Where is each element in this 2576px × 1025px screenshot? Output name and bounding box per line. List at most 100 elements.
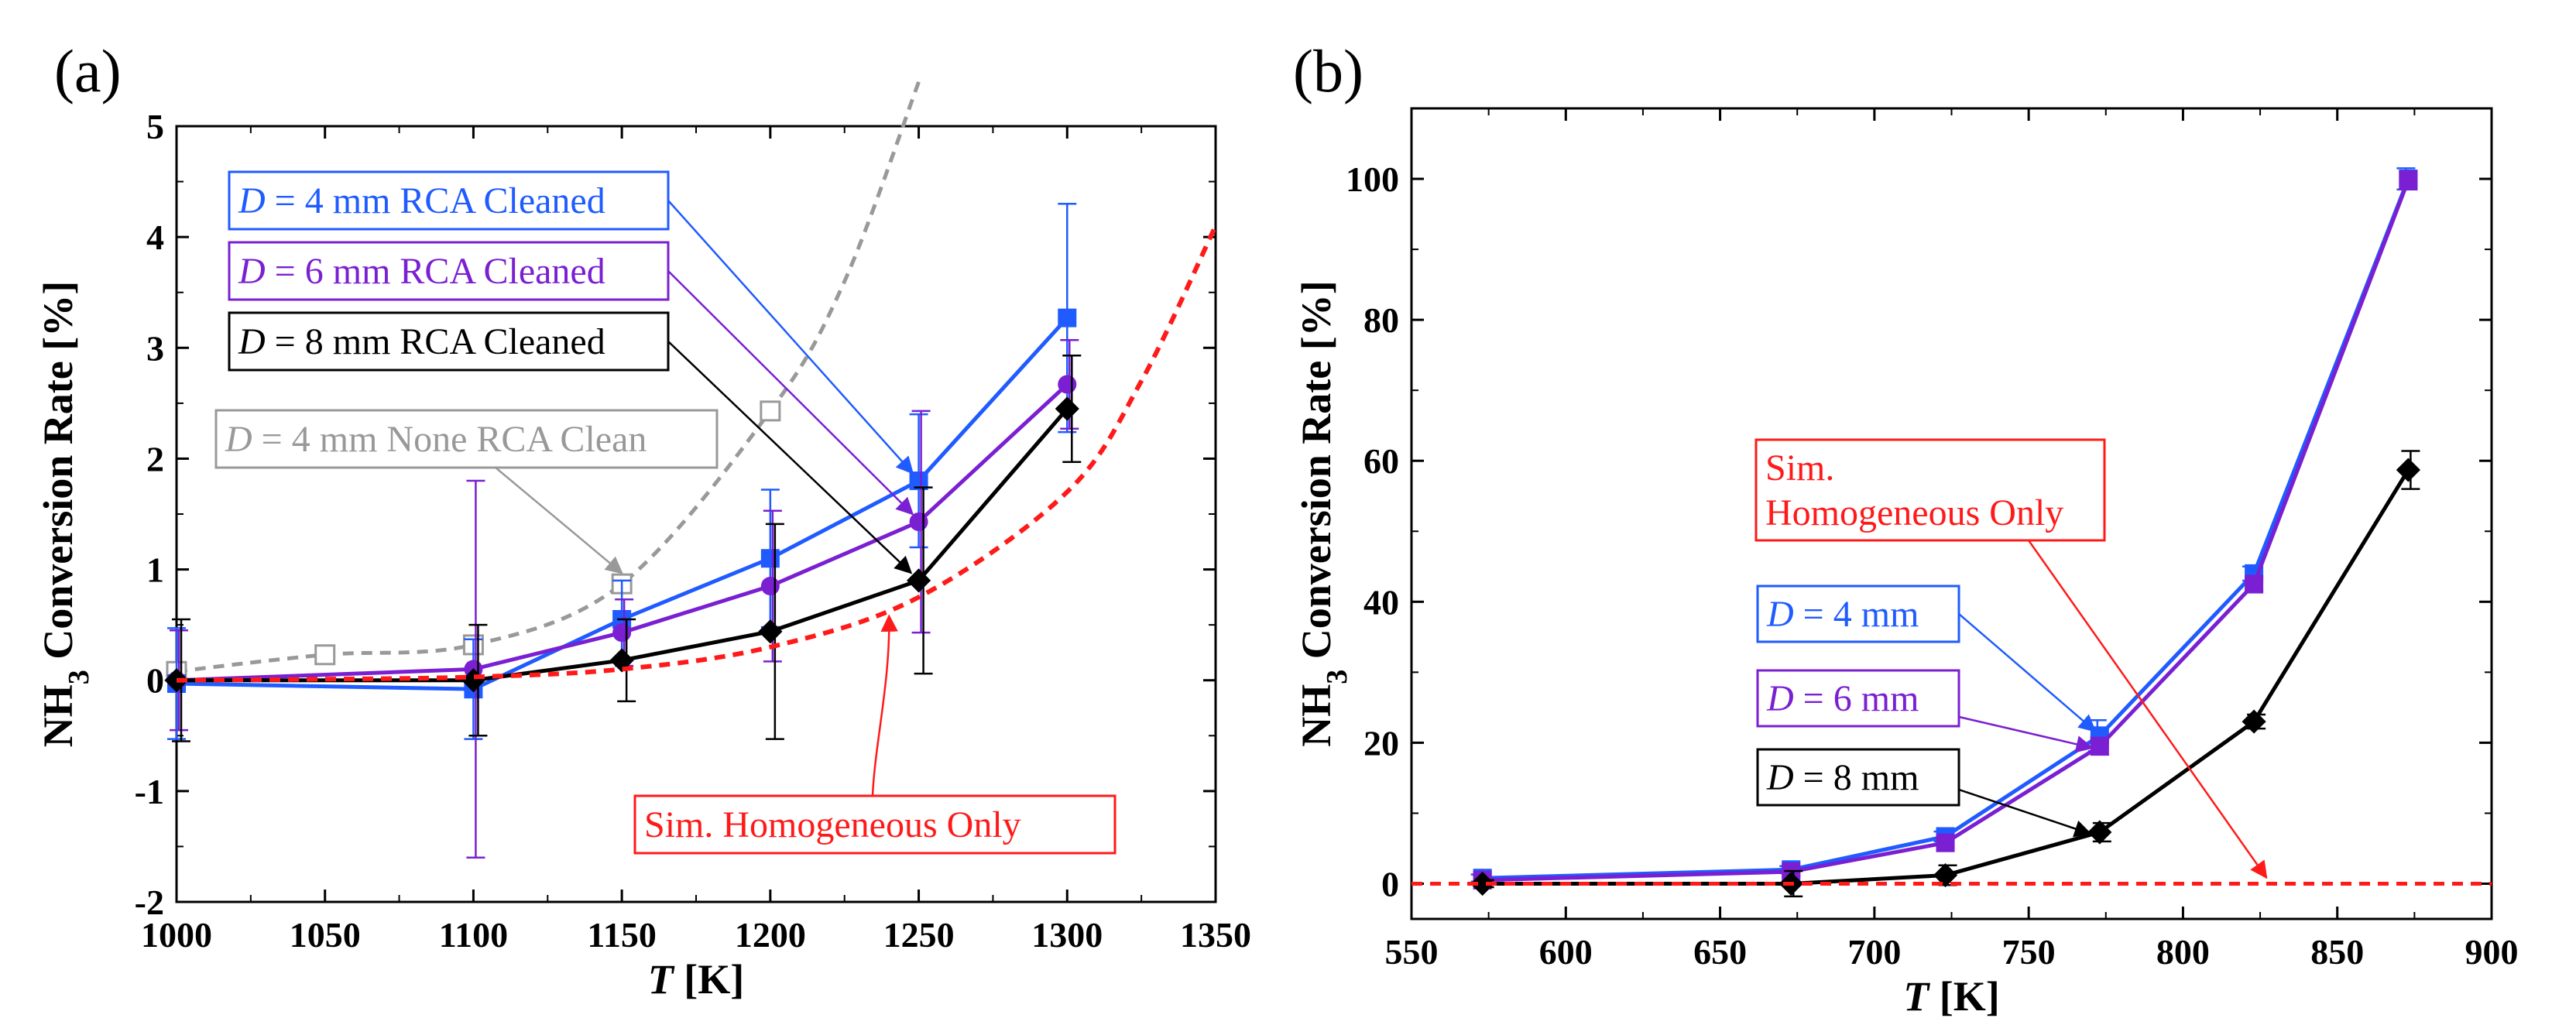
x-tick-label: 650 [1693,932,1747,972]
marker-diamond [2087,820,2112,845]
y-tick-label: 5 [146,107,164,146]
annotation-arrow [871,614,898,797]
annotation-arrow [1958,788,2092,838]
y-tick-label: 60 [1363,441,1399,481]
annotation-d4-none: D = 4 mm None RCA Clean [214,409,719,469]
annotation-d8-rca: D = 8 mm RCA Cleaned [228,311,670,372]
marker-diamond [609,648,634,673]
annotation-sim: Sim.Homogeneous Only [1754,438,2106,542]
x-tick-label: 800 [2156,932,2210,972]
x-tick-label: 1350 [1180,915,1251,955]
x-tick-label: 600 [1539,932,1593,972]
x-tick-label: 1100 [439,915,508,955]
marker-square [2245,574,2264,594]
y-tick-label: 40 [1363,582,1399,622]
marker-diamond [2242,709,2266,734]
series-line [1482,468,2410,886]
marker-diamond [2396,458,2420,482]
x-tick-label: 1150 [587,915,656,955]
annotation-d4: D = 4 mm [1756,584,1960,643]
marker-square [760,549,780,568]
marker-open-square [314,644,336,666]
annotation-text: D = 4 mm None RCA Clean [225,419,647,460]
marker-square [1058,308,1077,327]
annotation-text: D = 6 mm [1766,678,1919,719]
annotations-a: D = 4 mm RCA Cleaned D = 6 mm RCA Cleaned… [214,170,1116,855]
y-tick-label: -2 [135,883,164,922]
annotation-arrow [667,341,913,574]
annotation-d6-rca: D = 6 mm RCA Cleaned [228,241,670,301]
series-line [176,225,1218,683]
annotation-text: D = 8 mm [1766,757,1919,798]
series-line [1482,179,2410,883]
marker-diamond [758,619,783,644]
y-tick-label: 2 [146,439,164,478]
y-tick-label: 80 [1363,300,1399,340]
marker-square [1936,833,1955,852]
series-line [176,81,921,674]
annotation-text: Homogeneous Only [1765,492,2063,533]
panel-label: (b) [1293,37,1363,105]
x-tick-label: 1300 [1031,915,1103,955]
annotation-arrow [2027,540,2268,879]
annotation-arrow [667,200,914,475]
y-axis-label: NH3 Conversion Rate [%] [1293,280,1353,746]
x-axis-label: T [K] [1903,973,1999,1020]
annotation-d6: D = 6 mm [1756,669,1960,728]
marker-circle [1058,375,1077,394]
x-tick-label: 550 [1385,932,1439,972]
panel-a: 1000 1050 1100 1150 1200 1250 1300 1350 -2 -1 0 1 2 3… [35,37,1251,1003]
annotation-arrow [1958,715,2094,753]
series-line [1482,178,2410,880]
y-tick-label: 3 [146,328,164,368]
annotation-arrow [495,467,623,574]
x-tick-label: 1250 [883,915,955,955]
annotation-d8: D = 8 mm [1756,748,1960,807]
marker-circle [760,577,780,596]
panel-label: (a) [54,37,122,105]
x-tick-label: 1200 [735,915,806,955]
y-tick-label: 1 [146,550,164,590]
panel-b: 550 600 650 700 750 800 850 900 0 20 40 60 80 100 T [K… [1293,37,2519,1020]
annotation-box [633,794,1116,855]
marker-diamond [1470,871,1495,896]
series-d-4-mm-none-rca-clean [166,81,921,682]
y-axis-label: NH3 Conversion Rate [%] [35,281,95,747]
x-tick-label: 750 [2002,932,2056,972]
annotation-text: D = 4 mm [1766,594,1919,635]
y-tick-label: 0 [146,661,164,701]
annotation-box [228,311,670,372]
y-tick-label: 0 [1381,864,1399,903]
x-tick-label: 900 [2465,932,2519,972]
marker-square [2090,736,2109,756]
annotation-sim: Sim. Homogeneous Only [633,794,1116,855]
y-tick-label: -1 [135,772,164,811]
annotation-box [1756,748,1960,807]
annotation-text: D = 8 mm RCA Cleaned [238,321,605,362]
x-axis-label: T [K] [648,956,744,1003]
marker-square [2399,170,2418,190]
series-line [176,382,1068,683]
annotation-d4-rca: D = 4 mm RCA Cleaned [228,170,670,231]
series-line [176,316,1069,691]
y-tick-label: 4 [146,218,164,257]
marker-diamond [906,568,931,593]
marker-diamond [461,668,486,693]
x-tick-label: 1050 [290,915,361,955]
marker-diamond [1933,862,1958,888]
x-tick-label: 850 [2310,932,2364,972]
annotations-b: Sim.Homogeneous Only D = 4 mm D = 6 mm D = … [1754,438,2268,879]
marker-diamond [1055,396,1079,421]
annotation-arrow [1958,613,2097,732]
annotation-text: Sim. [1765,447,1834,489]
annotation-text: D = 6 mm RCA Cleaned [238,251,605,292]
y-tick-label: 100 [1346,159,1399,199]
annotation-box [214,409,719,469]
annotation-text: D = 4 mm RCA Cleaned [238,180,605,221]
series-sim-homogeneous-only [176,225,1218,683]
annotation-text: Sim. Homogeneous Only [644,804,1021,845]
annotation-box [1754,438,2106,542]
annotation-box [228,241,670,301]
marker-circle [612,623,632,643]
